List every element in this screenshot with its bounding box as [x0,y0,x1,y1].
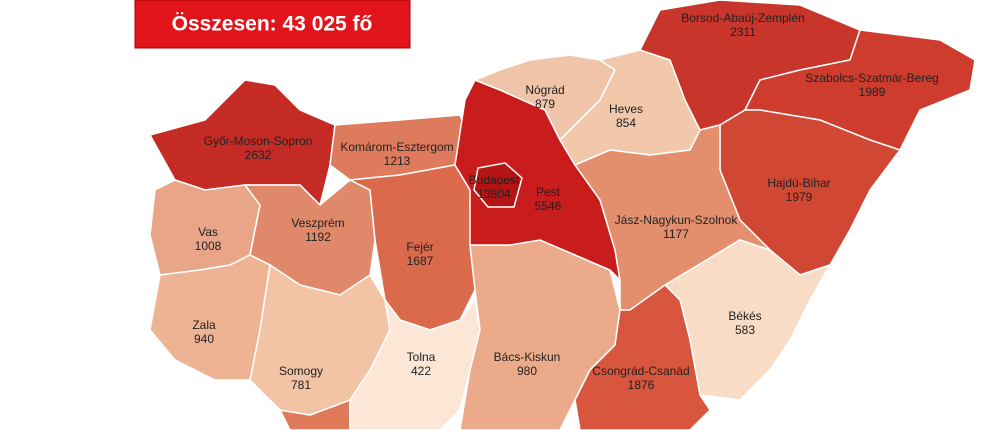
county [574,284,711,430]
county-name: Szabolcs-Szatmár-Bereg [805,71,938,85]
county-value: 1008 [195,239,222,253]
county-name: Veszprém [291,216,344,230]
county-value: 1192 [305,230,331,244]
county-value: 1687 [407,254,434,268]
county-value: 781 [291,378,311,392]
county-name: Fejér [406,240,433,254]
counties [148,0,976,430]
county-value: 5546 [535,199,562,213]
county-name: Nógrád [525,83,564,97]
county-name: Borsod-Abaúj-Zemplén [681,11,804,25]
county-value: 2311 [730,25,756,39]
county-name: Jász-Nagykun-Szolnok [615,213,739,227]
county-value: 854 [616,116,636,130]
county-value: 1979 [786,190,813,204]
county-value: 583 [735,323,755,337]
county-name: Tolna [407,350,436,364]
total-box [134,0,411,49]
county-name: Zala [192,318,216,332]
county-value: 1989 [859,85,886,99]
county-name: Békés [728,309,761,323]
county-value: 422 [411,364,431,378]
county-value: 2632 [245,148,272,162]
county [473,162,523,208]
county-value: 879 [535,97,555,111]
county-name: Heves [609,102,643,116]
county-name: Győr-Moson-Sopron [204,134,313,148]
county-name: Vas [198,225,218,239]
county-value: 1213 [384,154,411,168]
county-value: 13804 [477,187,511,201]
county-name: Pest [536,185,561,199]
county-name: Somogy [279,364,323,378]
county-name: Hajdú-Bihar [767,176,830,190]
county-value: 940 [194,332,214,346]
county-name: Bács-Kiskun [494,350,561,364]
county-name: Budapest [469,173,520,187]
county-value: 980 [517,364,537,378]
county-name: Csongrád-Csanád [592,364,689,378]
county-name: Komárom-Esztergom [340,140,453,154]
county-value: 1177 [663,227,689,241]
county-value: 1876 [628,378,655,392]
total-title: Összesen: 43 025 fő [172,13,373,36]
